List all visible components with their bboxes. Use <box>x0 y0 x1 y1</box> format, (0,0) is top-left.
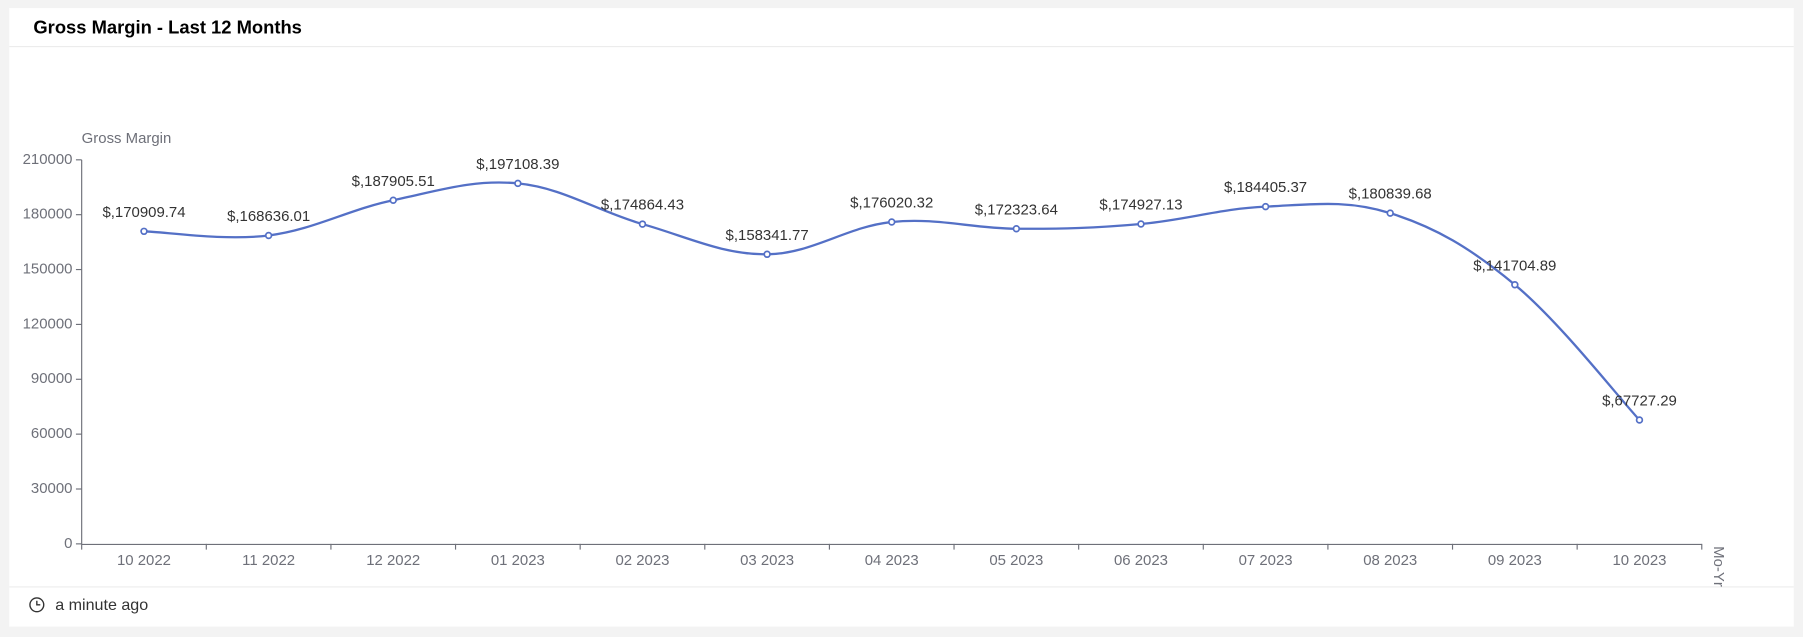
data-point <box>1635 416 1644 424</box>
data-label: $,187905.51 <box>352 173 435 190</box>
data-point <box>1261 202 1270 211</box>
data-point <box>264 231 273 240</box>
data-point <box>1012 224 1021 233</box>
data-point <box>638 220 647 228</box>
data-label: $,180839.68 <box>1349 186 1432 203</box>
y-tick-label: 210000 <box>23 151 73 168</box>
data-label: $,176020.32 <box>850 195 933 212</box>
data-label: $,67727.29 <box>1602 393 1677 410</box>
x-tick-label: 04 2023 <box>865 552 919 569</box>
chart-title: Gross Margin - Last 12 Months <box>33 17 302 38</box>
data-label: $,184405.37 <box>1224 179 1307 196</box>
data-label: $,158341.77 <box>726 227 809 244</box>
y-tick-label: 30000 <box>31 480 73 497</box>
data-label: $,174864.43 <box>601 197 684 214</box>
x-tick-label: 05 2023 <box>989 552 1043 569</box>
x-tick-label: 07 2023 <box>1239 552 1293 569</box>
data-point <box>1386 209 1394 217</box>
footer-text: a minute ago <box>55 596 148 614</box>
y-tick-label: 150000 <box>23 261 73 278</box>
y-tick-label: 120000 <box>23 315 73 332</box>
clock-icon <box>29 597 45 613</box>
x-tick-label: 03 2023 <box>740 552 794 569</box>
data-label: $,141704.89 <box>1473 257 1556 274</box>
data-label: $,168636.01 <box>227 208 310 225</box>
data-point <box>514 179 522 188</box>
data-point <box>389 196 397 204</box>
x-tick-label: 01 2023 <box>491 552 545 569</box>
y-axis-label: Gross Margin <box>82 130 172 147</box>
y-tick-label: 90000 <box>31 370 73 387</box>
card <box>9 8 1794 627</box>
y-tick-label: 180000 <box>23 206 73 223</box>
x-axis-label: Mo-Yr <box>1710 546 1727 587</box>
x-tick-label: 08 2023 <box>1363 552 1417 569</box>
data-label: $,170909.74 <box>102 204 185 221</box>
x-tick-label: 02 2023 <box>615 552 669 569</box>
data-label: $,174927.13 <box>1099 197 1182 214</box>
x-tick-label: 12 2022 <box>366 552 420 569</box>
y-tick-label: 0 <box>64 535 72 552</box>
x-tick-label: 10 2022 <box>117 552 171 569</box>
x-tick-label: 11 2022 <box>242 552 295 569</box>
x-tick-label: 10 2023 <box>1612 552 1666 569</box>
data-point <box>1511 280 1519 289</box>
x-tick-label: 06 2023 <box>1114 552 1168 569</box>
data-point <box>1137 220 1145 228</box>
data-label: $,172323.64 <box>975 201 1058 218</box>
data-label: $,197108.39 <box>476 156 559 173</box>
data-point <box>140 227 148 236</box>
data-point <box>887 218 896 226</box>
y-tick-label: 60000 <box>31 425 73 442</box>
data-point <box>763 250 771 259</box>
x-tick-label: 09 2023 <box>1488 552 1542 569</box>
